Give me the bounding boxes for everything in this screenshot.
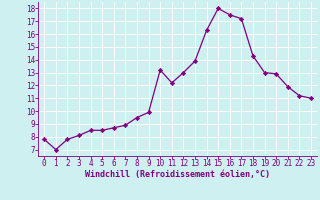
X-axis label: Windchill (Refroidissement éolien,°C): Windchill (Refroidissement éolien,°C): [85, 170, 270, 179]
